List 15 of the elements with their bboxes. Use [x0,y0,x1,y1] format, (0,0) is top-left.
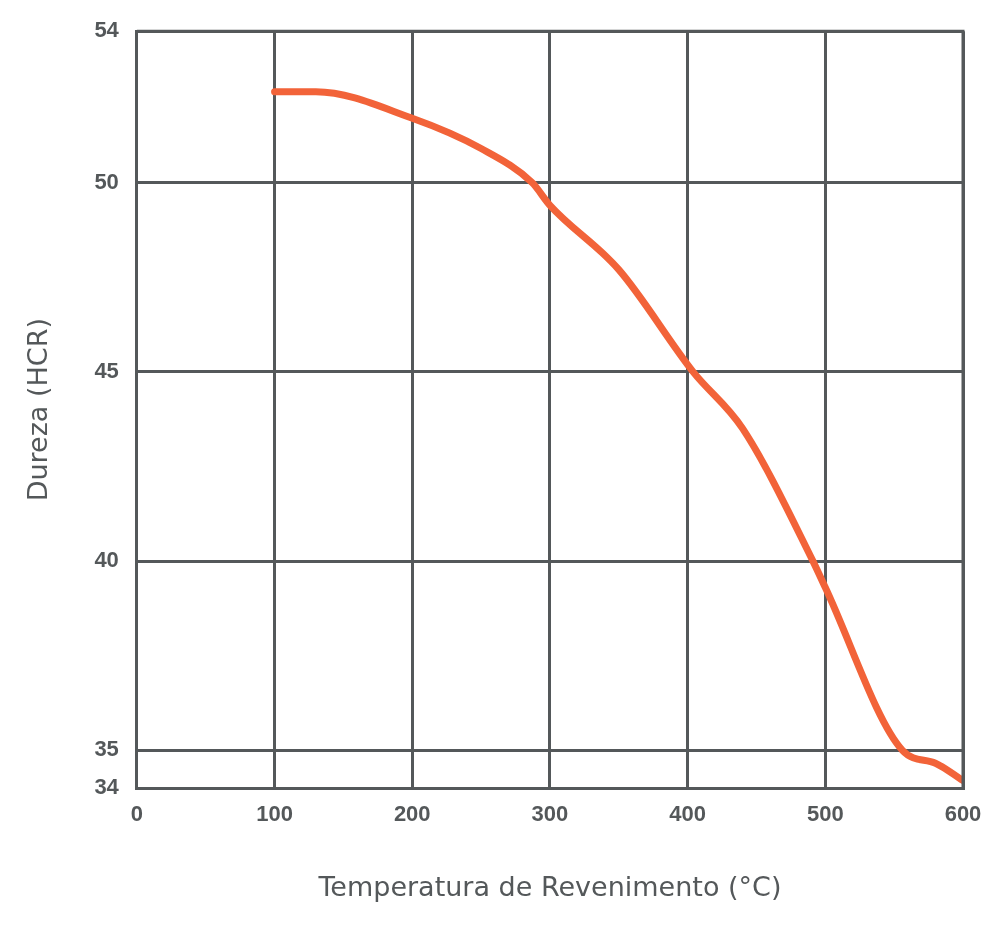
x-tick-label: 0 [130,801,143,827]
x-tick-label: 600 [944,801,982,827]
y-tick-label: 34 [94,774,120,800]
y-tick-label: 50 [94,168,119,194]
x-tick-label: 100 [256,801,293,827]
y-axis-title: Dureza (HCR) [22,318,54,502]
x-tick-label: 400 [669,801,706,827]
y-tick-label: 54 [94,17,120,43]
y-tick-label: 40 [94,547,119,573]
x-tick-label: 200 [393,801,431,827]
y-tick-label: 45 [94,357,119,383]
x-axis-title: Temperatura de Revenimento (°C) [317,870,782,902]
y-tick-label: 35 [94,736,119,762]
x-tick-label: 300 [531,801,569,827]
x-tick-label: 500 [806,801,844,827]
